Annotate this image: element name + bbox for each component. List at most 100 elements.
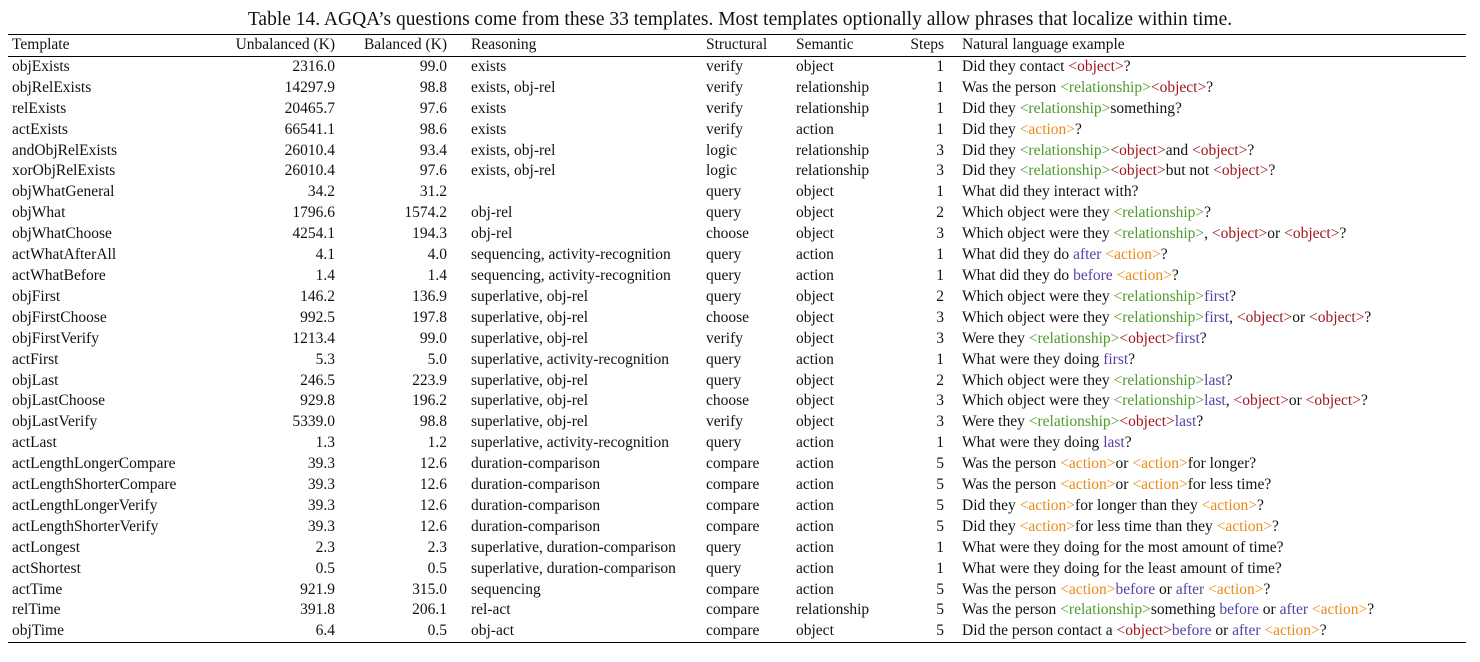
- example-text: Was the person: [962, 455, 1061, 473]
- semantic-cell: action: [796, 434, 834, 452]
- action-placeholder: <action>: [1201, 496, 1257, 514]
- example-text: ?: [1225, 371, 1233, 389]
- structural-cell: query: [706, 538, 742, 556]
- structural-cell: query: [706, 183, 742, 201]
- semantic-cell: action: [796, 496, 834, 514]
- semantic-cell: action: [796, 120, 834, 138]
- balanced-cell: 12.6: [419, 496, 447, 514]
- template-cell: actLast: [12, 434, 57, 452]
- example-text: ?: [1256, 496, 1264, 514]
- example-text: ,: [1204, 225, 1212, 243]
- template-cell: actShortest: [12, 559, 81, 577]
- unbalanced-cell: 4254.1: [292, 225, 335, 243]
- structural-cell: compare: [706, 517, 760, 535]
- table-row: actTime 921.9 315.0 sequencing compare action…: [8, 580, 1466, 601]
- steps-cell: 1: [936, 78, 944, 96]
- balanced-cell: 194.3: [412, 225, 447, 243]
- table-row: andObjRelExists 26010.4 93.4 exists, obj-re…: [8, 141, 1466, 162]
- unbalanced-cell: 246.5: [300, 371, 335, 389]
- example-text: Which object were they: [962, 225, 1114, 243]
- balanced-cell: 99.0: [419, 57, 447, 75]
- temporal-word: last: [1103, 434, 1125, 452]
- template-cell: actLongest: [12, 538, 81, 556]
- example-cell: Did the person contact a <object>before …: [948, 621, 1466, 642]
- semantic-cell: object: [796, 622, 834, 640]
- example-text: something?: [1110, 99, 1182, 117]
- object-placeholder: <object>: [1150, 78, 1207, 96]
- action-placeholder: <action>: [1311, 601, 1368, 619]
- template-cell: objWhatChoose: [12, 225, 112, 243]
- example-text: What were they doing: [962, 350, 1104, 368]
- reasoning-cell: sequencing: [471, 580, 541, 598]
- steps-cell: 3: [936, 225, 944, 243]
- example-text: ?: [1123, 57, 1131, 75]
- semantic-cell: action: [796, 246, 834, 264]
- structural-cell: verify: [706, 57, 744, 75]
- example-text: or: [1267, 225, 1285, 243]
- structural-cell: verify: [706, 99, 744, 117]
- template-cell: objLastVerify: [12, 413, 98, 431]
- semantic-cell: object: [796, 204, 834, 222]
- example-cell: Was the person <action>before or after <…: [948, 580, 1466, 601]
- semantic-cell: relationship: [796, 78, 870, 96]
- example-text: ?: [1199, 329, 1207, 347]
- table-row: objFirstVerify 1213.4 99.0 superlative, obj…: [8, 329, 1466, 350]
- template-cell: actWhatAfterAll: [12, 246, 117, 264]
- example-cell: What were they doing last?: [948, 433, 1466, 454]
- example-text: ?: [1160, 246, 1168, 264]
- semantic-cell: object: [796, 308, 834, 326]
- example-text: ?: [1196, 413, 1204, 431]
- steps-cell: 1: [936, 120, 944, 138]
- col-header-steps: Steps: [910, 36, 944, 53]
- reasoning-cell: sequencing, activity-recognition: [471, 266, 671, 284]
- semantic-cell: object: [796, 287, 834, 305]
- example-text: What did they interact with?: [962, 183, 1139, 201]
- reasoning-cell: exists: [471, 57, 507, 75]
- table-row: objRelExists 14297.9 98.8 exists, obj-rel ve…: [8, 78, 1466, 99]
- example-text: ?: [1364, 308, 1372, 326]
- example-text: Did they: [962, 120, 1020, 138]
- example-text: What did they do: [962, 266, 1074, 284]
- table-row: objFirstChoose 992.5 197.8 superlative, obj…: [8, 308, 1466, 329]
- example-cell: What did they do before <action>?: [948, 266, 1466, 287]
- reasoning-cell: duration-comparison: [471, 476, 601, 494]
- example-text: ?: [1206, 78, 1214, 96]
- balanced-cell: 1.4: [427, 266, 447, 284]
- object-placeholder: <object>: [1110, 162, 1166, 180]
- balanced-cell: 12.6: [419, 476, 447, 494]
- table-row: actWhatAfterAll 4.1 4.0 sequencing, activit…: [8, 245, 1466, 266]
- example-text: Did they: [962, 496, 1020, 514]
- unbalanced-cell: 39.3: [307, 455, 335, 473]
- example-cell: What were they doing first?: [948, 350, 1466, 371]
- semantic-cell: object: [796, 413, 834, 431]
- object-placeholder: <object>: [1119, 413, 1175, 431]
- steps-cell: 2: [936, 371, 944, 389]
- steps-cell: 3: [936, 162, 944, 180]
- structural-cell: compare: [706, 455, 760, 473]
- reasoning-cell: duration-comparison: [471, 455, 601, 473]
- template-cell: actLengthLongerVerify: [12, 496, 158, 514]
- table-caption: Table 14. AGQA’s questions come from the…: [247, 9, 1233, 30]
- table-row: objTime 6.4 0.5 obj-act compare object 5 Did th…: [8, 621, 1466, 643]
- example-cell: Did they <action>?: [948, 120, 1466, 141]
- unbalanced-cell: 2.3: [315, 538, 335, 556]
- balanced-cell: 5.0: [427, 350, 447, 368]
- temporal-word: before: [1115, 580, 1156, 598]
- example-text: and: [1165, 141, 1192, 159]
- balanced-cell: 98.8: [419, 78, 447, 96]
- structural-cell: compare: [706, 601, 760, 619]
- relationship-placeholder: <relationship>: [1019, 162, 1111, 180]
- structural-cell: query: [706, 287, 742, 305]
- temporal-word: last: [1204, 371, 1226, 389]
- structural-cell: compare: [706, 580, 760, 598]
- balanced-cell: 315.0: [412, 580, 447, 598]
- example-text: ?: [1171, 266, 1179, 284]
- object-placeholder: <object>: [1211, 225, 1268, 243]
- relationship-placeholder: <relationship>: [1113, 225, 1205, 243]
- relationship-placeholder: <relationship>: [1113, 308, 1205, 326]
- balanced-cell: 136.9: [412, 287, 447, 305]
- template-cell: relTime: [12, 601, 61, 619]
- steps-cell: 3: [936, 308, 944, 326]
- reasoning-cell: duration-comparison: [471, 517, 601, 535]
- temporal-word: after: [1175, 580, 1205, 598]
